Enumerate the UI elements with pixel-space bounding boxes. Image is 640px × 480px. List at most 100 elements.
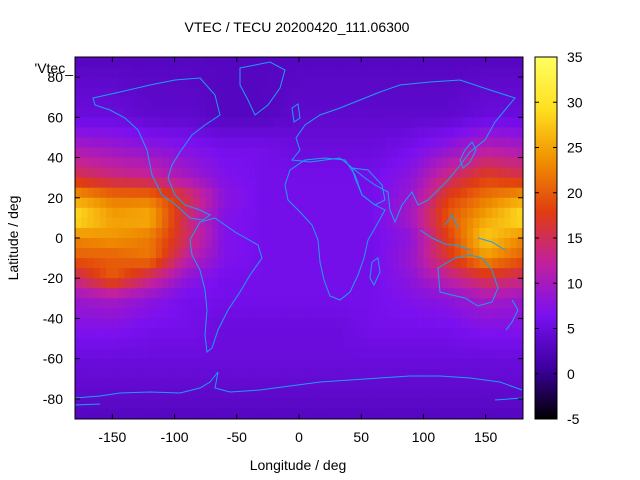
heatmap-cell	[274, 338, 281, 350]
heatmap-cell	[323, 197, 331, 209]
heatmap-cell	[155, 288, 163, 299]
heatmap-cell	[180, 97, 188, 108]
heatmap-cell	[373, 167, 381, 179]
heatmap-cell	[448, 348, 456, 360]
heatmap-cell	[149, 298, 157, 309]
heatmap-cell	[249, 368, 257, 380]
heatmap-cell	[205, 358, 213, 370]
heatmap-cell	[137, 97, 145, 108]
coastline-greenland	[239, 61, 286, 116]
heatmap-cell	[479, 157, 487, 169]
heatmap-cell	[355, 318, 362, 330]
heatmap-cell	[99, 368, 107, 380]
heatmap-cell	[261, 207, 269, 219]
heatmap-cell	[99, 107, 107, 118]
heatmap-cell	[491, 368, 499, 380]
heatmap-cell	[305, 177, 313, 189]
heatmap-cell	[224, 238, 232, 249]
heatmap-cell	[361, 258, 369, 269]
heatmap-cell	[485, 177, 493, 189]
heatmap-cell	[442, 87, 449, 98]
heatmap-cell	[274, 77, 281, 88]
heatmap-cell	[342, 278, 350, 289]
heatmap-cell	[491, 87, 499, 98]
heatmap-cell	[448, 197, 456, 209]
heatmap-cell	[361, 308, 369, 320]
heatmap-cell	[404, 77, 412, 88]
heatmap-cell	[342, 207, 350, 219]
heatmap-cell	[155, 268, 163, 279]
heatmap-cell	[379, 127, 387, 139]
heatmap-cell	[81, 358, 89, 370]
heatmap-cell	[348, 187, 356, 199]
heatmap-cell	[168, 227, 176, 239]
heatmap-cell	[411, 298, 418, 309]
heatmap-cell	[386, 167, 393, 179]
heatmap-cell	[230, 338, 238, 350]
heatmap-cell	[187, 157, 194, 169]
coastline-arabia	[351, 167, 386, 206]
x-tick-label: -150	[98, 429, 126, 445]
heatmap-cell	[467, 398, 474, 410]
heatmap-cell	[330, 378, 337, 390]
heatmap-cell	[473, 408, 481, 419]
heatmap-cell	[479, 268, 487, 279]
heatmap-cell	[267, 308, 275, 320]
heatmap-cell	[255, 358, 263, 370]
heatmap-cell	[218, 187, 225, 199]
heatmap-cell	[81, 127, 89, 139]
heatmap-cell	[423, 197, 431, 209]
heatmap-cell	[336, 127, 344, 139]
heatmap-cell	[454, 67, 462, 78]
heatmap-cell	[323, 77, 331, 88]
heatmap-cell	[255, 308, 263, 320]
x-tick-label: 150	[474, 429, 498, 445]
heatmap-cell	[317, 378, 325, 390]
heatmap-cell	[411, 227, 418, 239]
heatmap-cell	[249, 268, 257, 279]
heatmap-cell	[143, 338, 151, 350]
heatmap-cell	[155, 358, 163, 370]
heatmap-cell	[448, 308, 456, 320]
heatmap-cell	[249, 197, 257, 209]
heatmap-cell	[249, 147, 257, 159]
heatmap-cell	[249, 117, 257, 128]
heatmap-cell	[305, 398, 313, 410]
heatmap-cell	[417, 378, 425, 390]
heatmap-cell	[336, 57, 344, 68]
heatmap-cell	[510, 127, 518, 139]
heatmap-cell	[199, 288, 207, 299]
heatmap-cell	[274, 157, 281, 169]
heatmap-cell	[81, 147, 89, 159]
heatmap-cell	[379, 167, 387, 179]
heatmap-cell	[336, 368, 344, 380]
heatmap-cell	[180, 87, 188, 98]
heatmap-cell	[417, 248, 425, 259]
heatmap-cell	[211, 67, 219, 78]
heatmap-cell	[168, 127, 176, 139]
heatmap-cell	[317, 338, 325, 350]
heatmap-cell	[460, 127, 468, 139]
heatmap-cell	[187, 107, 194, 118]
heatmap-cell	[137, 368, 145, 380]
heatmap-cell	[336, 87, 344, 98]
heatmap-cell	[124, 217, 132, 229]
heatmap-cell	[392, 308, 400, 320]
heatmap-cell	[299, 238, 306, 249]
heatmap-cell	[491, 127, 499, 139]
heatmap-cell	[180, 308, 188, 320]
heatmap-cell	[193, 268, 201, 279]
heatmap-cell	[498, 177, 505, 189]
heatmap-cell	[131, 57, 138, 68]
heatmap-cell	[317, 57, 325, 68]
heatmap-cell	[479, 248, 487, 259]
heatmap-cell	[467, 67, 474, 78]
heatmap-cell	[205, 378, 213, 390]
heatmap-cell	[174, 107, 182, 118]
heatmap-cell	[460, 177, 468, 189]
colorbar-tick-label: 15	[567, 230, 583, 246]
heatmap-cell	[479, 398, 487, 410]
heatmap-cell	[323, 378, 331, 390]
heatmap-cell	[460, 227, 468, 239]
heatmap-cell	[274, 388, 281, 400]
